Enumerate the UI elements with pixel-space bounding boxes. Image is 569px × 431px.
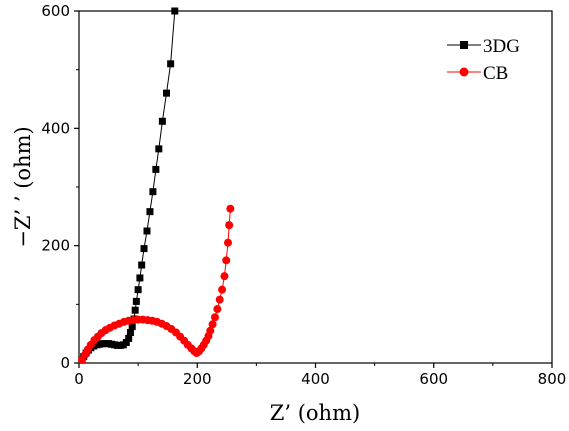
data-point — [225, 221, 234, 230]
x-tick-label: 800 — [538, 370, 567, 388]
data-point — [215, 295, 224, 304]
data-point — [213, 305, 222, 314]
legend-item-cb[interactable]: CB — [447, 63, 508, 84]
data-point — [158, 117, 166, 125]
data-point — [220, 272, 229, 281]
y-tick-label: 600 — [41, 2, 70, 20]
series-layer — [77, 7, 235, 365]
legend-label: CB — [483, 63, 508, 84]
x-tick-label: 400 — [301, 370, 330, 388]
series-3dg — [78, 7, 179, 364]
series-line — [81, 10, 176, 361]
data-point — [136, 274, 144, 282]
data-point — [143, 227, 151, 235]
data-point — [132, 297, 140, 305]
data-point — [140, 245, 148, 253]
data-point — [155, 145, 163, 153]
x-axis-ticks — [78, 363, 553, 368]
series-cb — [77, 204, 235, 365]
data-point — [122, 338, 130, 346]
data-point — [206, 326, 215, 335]
data-point — [138, 261, 146, 269]
y-axis-title: −Z’ ’ (ohm) — [11, 126, 35, 247]
data-point — [223, 238, 232, 247]
legend-marker — [459, 67, 469, 77]
data-point — [222, 256, 231, 265]
data-point — [208, 320, 217, 329]
data-point — [134, 286, 142, 294]
legend-item-3dg[interactable]: 3DG — [447, 36, 520, 57]
data-point — [128, 323, 136, 331]
plot-frame — [78, 10, 553, 364]
y-tick-label: 400 — [41, 119, 70, 137]
data-point — [167, 60, 175, 68]
y-tick-label: 200 — [41, 237, 70, 255]
y-axis-ticks — [74, 10, 79, 364]
data-point — [149, 188, 157, 196]
x-tick-label: 600 — [419, 370, 448, 388]
plot-area-border — [78, 10, 553, 364]
x-axis-tick-labels: 0 200 400 600 800 — [74, 370, 566, 388]
data-point — [218, 285, 227, 294]
data-point — [152, 165, 160, 173]
y-axis-tick-labels: 0 200 400 600 — [41, 2, 70, 372]
x-axis-title: Z’ (ohm) — [270, 401, 360, 425]
data-point — [226, 204, 235, 213]
data-point — [210, 313, 219, 322]
data-point — [171, 7, 179, 15]
legend-marker — [460, 41, 468, 49]
data-point — [163, 89, 171, 97]
legend-label: 3DG — [483, 36, 520, 57]
data-point — [126, 328, 134, 336]
data-point — [146, 208, 154, 216]
y-tick-label: 0 — [60, 354, 70, 372]
data-point — [131, 306, 139, 314]
x-tick-label: 0 — [74, 370, 84, 388]
x-tick-label: 200 — [183, 370, 212, 388]
data-point — [125, 334, 133, 342]
legend[interactable]: 3DG CB — [447, 36, 520, 84]
